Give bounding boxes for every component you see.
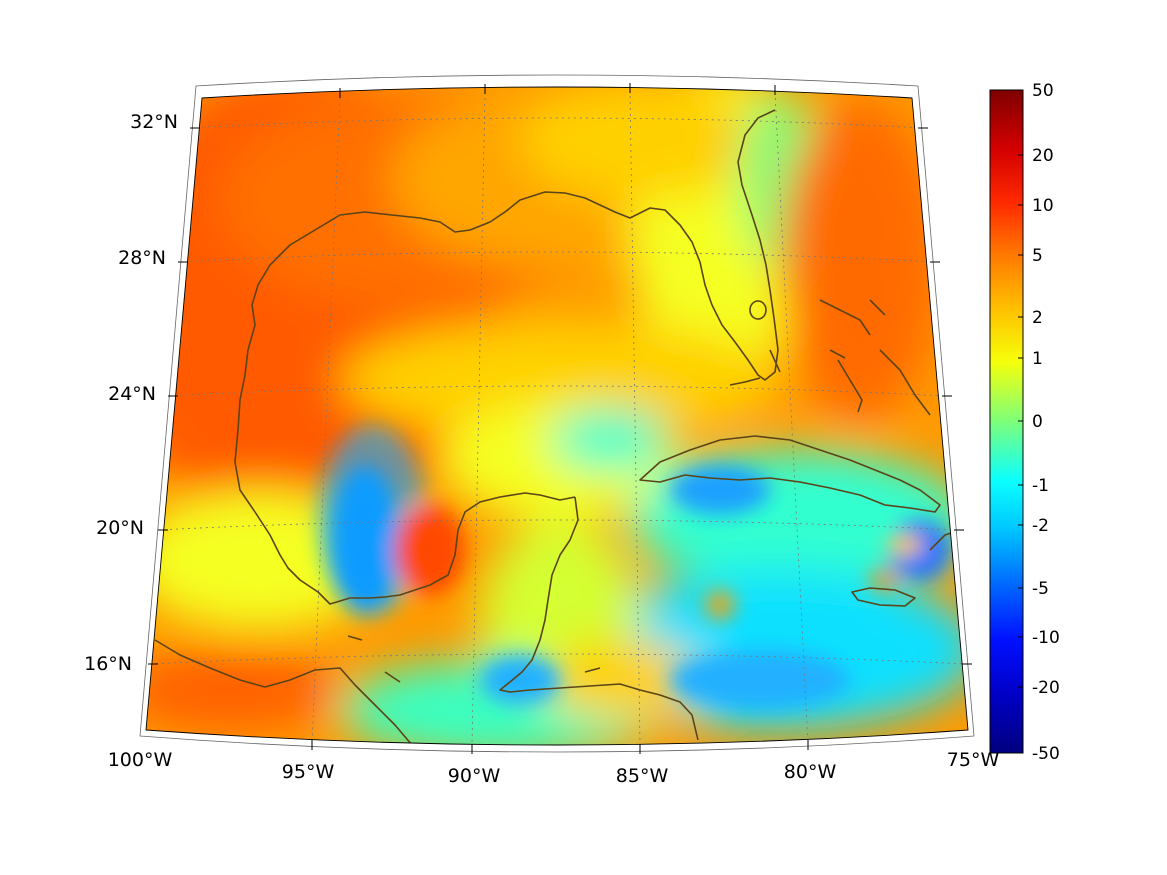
map-frame — [145, 86, 969, 746]
lat-label-24: 24°N — [108, 383, 156, 405]
colorbar-tick-label: -1 — [1032, 476, 1049, 496]
lon-label-85w: 85°W — [616, 765, 669, 787]
lat-label-28: 28°N — [118, 247, 166, 269]
lat-label-32: 32°N — [130, 111, 178, 133]
colorbar-gradient — [989, 89, 1024, 754]
colorbar-tick-label: 50 — [1032, 81, 1054, 101]
colorbar-tick-label: -20 — [1032, 678, 1060, 698]
lon-label-100w: 100°W — [108, 749, 173, 771]
colorbar-tick-label: 5 — [1032, 246, 1043, 266]
colorbar-tick-label: 20 — [1032, 146, 1054, 166]
colorbar-tick-label: -5 — [1032, 579, 1049, 599]
graticule — [149, 89, 967, 745]
colorbar-tick-label: -50 — [1032, 744, 1060, 764]
lon-label-90w: 90°W — [448, 765, 501, 787]
lon-label-80w: 80°W — [784, 761, 837, 783]
colorbar-tick-label: 0 — [1032, 412, 1043, 432]
map-outer-frame — [139, 74, 975, 753]
lat-label-20: 20°N — [96, 517, 144, 539]
colorbar-tick-label: 10 — [1032, 196, 1054, 216]
lat-label-16: 16°N — [84, 653, 132, 675]
colorbar-tick-label: -2 — [1032, 516, 1049, 536]
coastlines — [154, 109, 961, 745]
colorbar-tick-label: -10 — [1032, 628, 1060, 648]
longitude-labels: 100°W 95°W 90°W 85°W 80°W 75°W — [108, 749, 1000, 787]
latitude-labels: 32°N 28°N 24°N 20°N 16°N — [84, 111, 178, 675]
anomaly-field — [146, 87, 968, 745]
colorbar-tick-label: 1 — [1032, 349, 1043, 369]
lon-label-95w: 95°W — [282, 761, 335, 783]
lon-label-75w: 75°W — [947, 749, 1000, 771]
frame-ticks — [148, 83, 972, 754]
colorbar-tick-label: 2 — [1032, 308, 1043, 328]
